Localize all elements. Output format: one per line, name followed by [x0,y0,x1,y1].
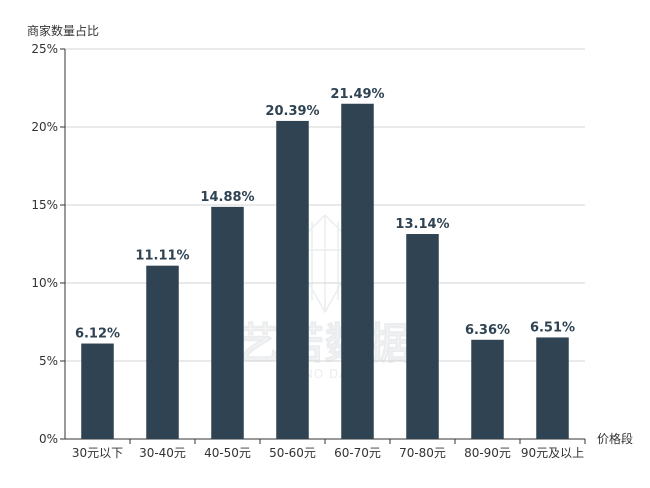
y-tick-label: 15% [31,198,58,212]
axes [60,48,586,444]
data-label: 21.49% [330,87,384,102]
data-label: 20.39% [265,104,319,119]
x-tick-label: 90元及以上 [521,446,584,460]
y-tick-label: 25% [31,42,58,56]
watermark-logo: 艺诺数据 ZENO DATA [236,213,413,381]
x-tick-label: 80-90元 [464,446,511,460]
grid-lines [65,48,585,362]
data-label: 6.51% [530,320,575,335]
data-label: 6.36% [465,323,510,338]
bar [341,103,374,440]
bars [81,103,569,440]
x-tick-label: 30-40元 [139,446,186,460]
y-tick-label: 20% [31,120,58,134]
tick-labels: 0% 5% 10% 15% 20% 25% 30元以下 30-40元 40-50元 50-60元 6… [31,42,584,460]
x-axis-title: 价格段 [597,431,633,446]
watermark-brand: 艺诺数据 [237,319,413,368]
data-label: 14.88% [200,190,254,205]
x-tick-label: 50-60元 [269,446,316,460]
data-label: 13.14% [395,217,449,232]
bar [536,337,569,439]
bar [81,343,114,439]
bar [406,234,439,439]
data-label: 11.11% [135,249,189,264]
y-axis-title: 商家数量占比 [27,23,99,38]
y-tick-label: 5% [39,354,58,368]
bar [146,265,179,439]
x-tick-label: 60-70元 [334,446,381,460]
y-tick-label: 10% [31,276,58,290]
bar [276,120,309,439]
x-tick-label: 70-80元 [399,446,446,460]
x-tick-label: 30元以下 [72,446,123,460]
bar [471,339,504,439]
bar [211,206,244,439]
y-tick-label: 0% [39,432,58,446]
data-label: 6.12% [75,327,120,342]
x-tick-label: 40-50元 [204,446,251,460]
data-labels: 6.12% 11.11% 14.88% 20.39% 21.49% 13.14% 6.36%… [75,87,575,342]
